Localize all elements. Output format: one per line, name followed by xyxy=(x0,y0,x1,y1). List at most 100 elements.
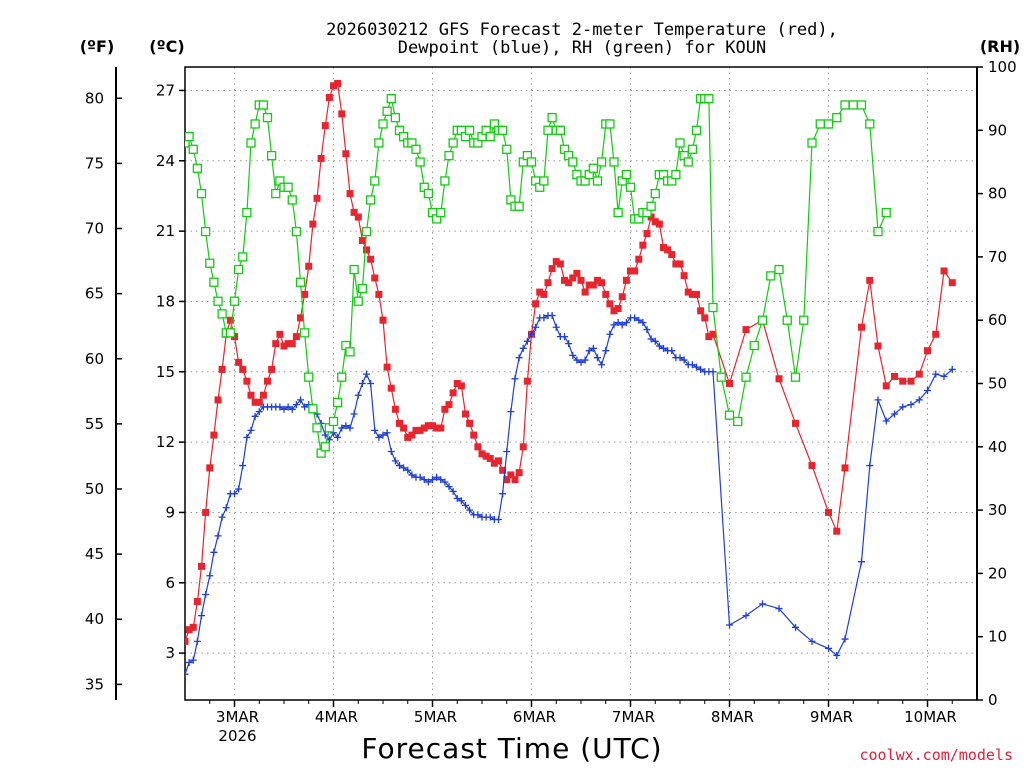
dewpoint-point xyxy=(655,342,663,350)
temperature-point xyxy=(577,276,585,284)
temperature-point xyxy=(948,279,956,287)
temperature-point xyxy=(462,410,469,418)
dewpoint-point xyxy=(833,651,841,659)
temperature-point xyxy=(775,375,783,383)
rh-point xyxy=(213,296,223,306)
dewpoint-point xyxy=(676,354,684,362)
temperature-point xyxy=(602,290,610,298)
rh-point xyxy=(848,100,858,110)
rh-point xyxy=(646,201,656,211)
rh-point xyxy=(436,207,446,218)
fahrenheit-tick-label: 65 xyxy=(85,285,104,303)
fahrenheit-tick-label: 75 xyxy=(85,154,104,172)
dewpoint-point xyxy=(511,375,519,383)
celsius-tick-label: 12 xyxy=(156,433,175,451)
fahrenheit-tick-label: 70 xyxy=(85,220,104,238)
rh-point xyxy=(799,315,809,325)
dewpoint-point xyxy=(342,422,350,430)
dewpoint-point xyxy=(214,532,222,540)
rh-point xyxy=(757,315,768,325)
temperature-point xyxy=(276,330,284,338)
dewpoint-point xyxy=(474,511,482,519)
dewpoint-point xyxy=(693,363,700,371)
temperature-point xyxy=(400,424,408,432)
dewpoint-point xyxy=(594,354,601,362)
temperature-point xyxy=(651,218,659,226)
temperature-point xyxy=(416,426,424,434)
temperature-point xyxy=(280,342,288,350)
rh-tick-label: 10 xyxy=(988,628,1007,646)
temperature-point xyxy=(433,424,441,432)
rh-point xyxy=(675,138,685,148)
dewpoint-point xyxy=(185,670,189,678)
dewpoint-point xyxy=(680,356,688,364)
temperature-point xyxy=(573,269,581,277)
temperature-point xyxy=(185,626,193,634)
rh-point xyxy=(205,258,215,268)
celsius-unit-label: (ºC) xyxy=(149,37,184,56)
temperature-point xyxy=(375,290,383,298)
temperature-point xyxy=(309,220,317,228)
celsius-tick-label: 18 xyxy=(156,292,175,310)
temperature-point xyxy=(404,433,412,441)
temperature-point xyxy=(292,333,300,341)
dewpoint-point xyxy=(363,370,370,378)
temperature-point xyxy=(346,190,354,198)
dewpoint-point xyxy=(622,319,630,327)
fahrenheit-tick-label: 40 xyxy=(85,610,104,628)
rh-point xyxy=(840,100,850,110)
temperature-point xyxy=(334,79,342,87)
dewpoint-point xyxy=(346,424,354,432)
dewpoint-point xyxy=(202,591,210,598)
rh-point xyxy=(543,125,553,135)
series-group xyxy=(185,79,956,678)
dewpoint-point xyxy=(222,504,230,512)
temperature-point xyxy=(709,330,717,338)
dewpoint-point xyxy=(635,316,643,324)
rh-point xyxy=(291,226,302,237)
dewpoint-point xyxy=(387,447,395,455)
dewpoint-point xyxy=(759,600,766,608)
temperature-point xyxy=(907,377,915,385)
temperature-point xyxy=(664,246,672,254)
temperature-point xyxy=(478,450,486,458)
rh-point xyxy=(873,226,883,237)
rh-point xyxy=(440,176,450,186)
rh-point xyxy=(415,157,425,167)
rh-point xyxy=(390,112,401,123)
rh-point xyxy=(188,144,198,154)
dewpoint-point xyxy=(668,347,676,355)
dewpoint-point xyxy=(396,462,403,470)
temperature-point xyxy=(552,258,560,266)
x-tick-label: 9MAR xyxy=(810,708,853,726)
celsius-tick-label: 21 xyxy=(156,222,175,240)
temperature-point xyxy=(490,459,498,467)
temperature-point xyxy=(210,431,218,439)
rh-point xyxy=(262,112,273,123)
rh-point xyxy=(733,416,743,427)
dewpoint-point xyxy=(297,396,304,404)
temperature-point xyxy=(701,314,709,322)
temperature-point xyxy=(899,377,907,385)
credit-text: coolwx.com/models xyxy=(859,746,1013,764)
dewpoint-point xyxy=(424,478,432,486)
rh-point xyxy=(185,138,190,148)
dewpoint-point xyxy=(523,337,531,345)
rh-point xyxy=(704,94,714,104)
dewpoint-point xyxy=(235,485,243,493)
dewpoint-point xyxy=(379,431,387,439)
rh-point xyxy=(353,296,363,306)
temperature-point xyxy=(202,508,210,516)
rh-point xyxy=(724,410,735,420)
temperature-point xyxy=(408,431,416,439)
dewpoint-point xyxy=(334,433,342,441)
temperature-point xyxy=(598,279,606,287)
dewpoint-point xyxy=(429,476,436,484)
dewpoint-point xyxy=(404,466,412,474)
dewpoint-point xyxy=(288,405,296,413)
dewpoint-point xyxy=(841,635,849,643)
temperature-point xyxy=(239,365,247,373)
dewpoint-point xyxy=(189,656,197,664)
dewpoint-point xyxy=(499,490,507,498)
temperature-point xyxy=(676,260,684,268)
